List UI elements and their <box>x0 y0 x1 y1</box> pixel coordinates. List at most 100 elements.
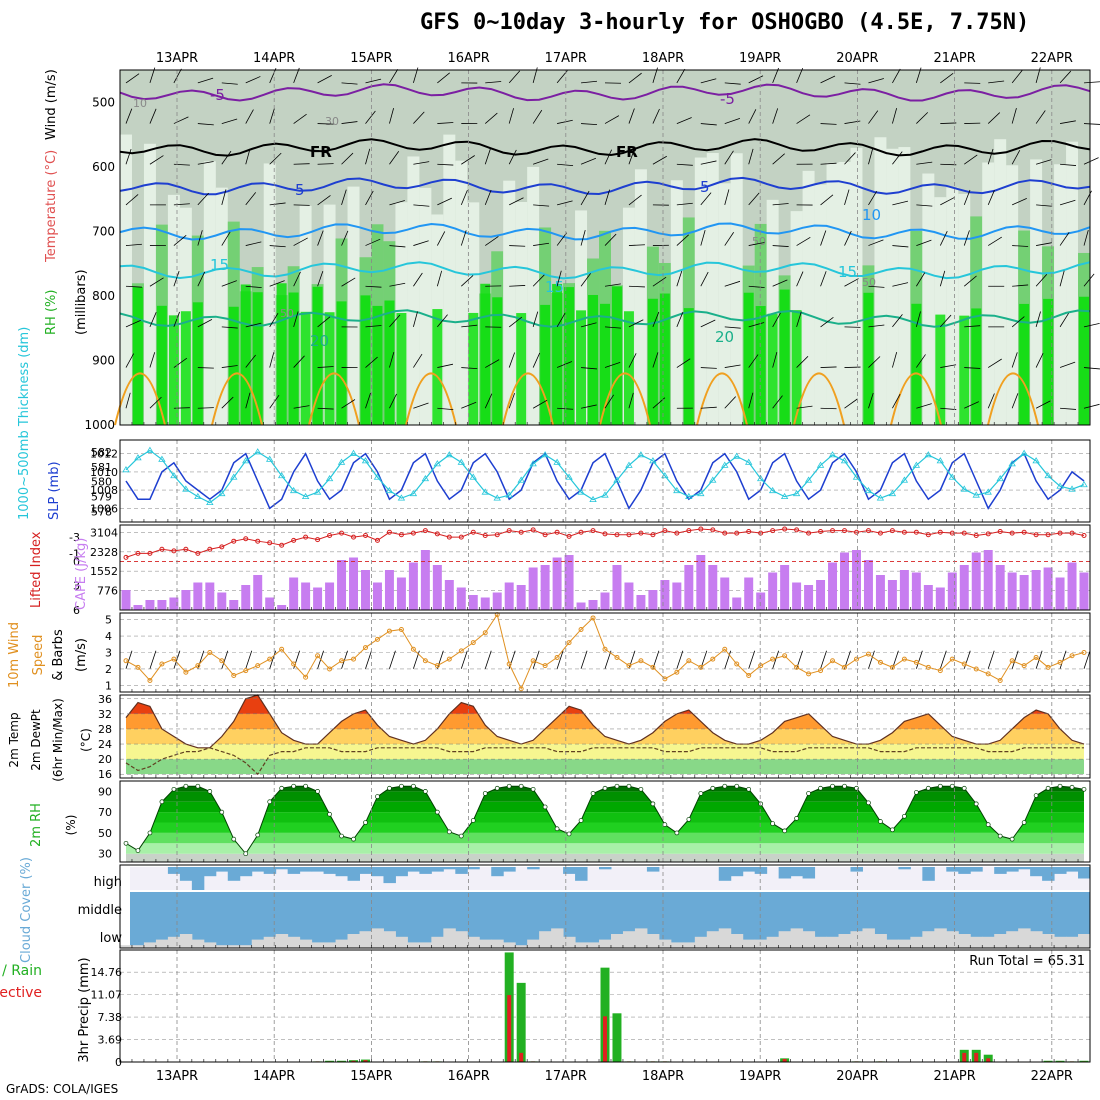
wind10-tick: 2 <box>105 663 112 676</box>
thickness-point <box>685 492 693 500</box>
wind-barb <box>580 190 590 206</box>
rh-high-column <box>360 295 371 425</box>
ylabel-cloud: Cloud Cover (%) <box>19 857 34 963</box>
rh-point <box>339 833 344 839</box>
cape-bar <box>612 565 622 610</box>
precip-tick: 11.07 <box>91 989 123 1002</box>
cape-bar <box>959 565 969 610</box>
panel-frame <box>119 612 1091 693</box>
precip-conv-bar <box>962 1052 967 1062</box>
cape-bar <box>169 597 179 610</box>
thickness-point <box>649 457 657 464</box>
wind10-point <box>410 646 416 652</box>
cloud-low-cell <box>335 939 349 948</box>
wind10-point <box>219 658 225 664</box>
wind10-point <box>638 658 644 664</box>
cloud-low-cell <box>1078 934 1091 948</box>
cape-bar <box>744 577 754 610</box>
wind-barb <box>556 312 566 328</box>
cloud-low-cell <box>754 939 768 948</box>
wind-barb <box>125 73 140 84</box>
rh-point <box>902 813 907 819</box>
wind-barb <box>748 242 765 246</box>
ylabel-slp: SLP (mb) <box>47 461 62 520</box>
cloud-low-cell <box>419 942 432 948</box>
wind-barb <box>1011 316 1025 328</box>
cloud-low-cell <box>179 934 193 948</box>
rh-column <box>886 148 899 425</box>
wind-barb <box>844 189 850 206</box>
wind10-point <box>339 658 345 664</box>
li-point <box>650 532 656 538</box>
rh-high-column <box>767 313 778 425</box>
surface-temp-contour <box>405 372 457 426</box>
wind-barb <box>676 234 689 246</box>
cloud-low-cell <box>359 931 372 948</box>
wind10-point <box>374 636 380 642</box>
cape-bar <box>145 600 155 610</box>
rh-column <box>347 186 360 425</box>
wind-barb <box>508 108 514 124</box>
cloud-high-cell <box>263 867 277 874</box>
wind-barb <box>844 278 859 287</box>
precip-conv-bar <box>986 1058 991 1062</box>
cloud-high-cell <box>527 867 540 870</box>
wind-barb <box>197 271 206 287</box>
wind-barb <box>341 82 358 85</box>
wind-barb <box>1035 353 1044 368</box>
wind-barb <box>461 324 478 328</box>
cloud-low-cell <box>1066 936 1079 948</box>
rh-column <box>814 184 827 425</box>
cloud-low-cell <box>299 939 313 948</box>
thickness-point <box>828 451 837 458</box>
rh-point <box>375 794 380 799</box>
cape-bar <box>468 595 478 610</box>
ylabel-li: Lifted Index <box>29 531 44 608</box>
wind-barb <box>556 270 562 287</box>
wind-barb <box>604 362 621 368</box>
wind-barb <box>628 353 637 368</box>
wind-barb <box>317 75 332 84</box>
wind-barb <box>628 194 642 206</box>
thickness-point <box>960 485 968 492</box>
cloud-high-cell <box>994 867 1007 874</box>
wind-barb <box>939 270 946 287</box>
cloud-high-cell <box>299 867 313 872</box>
li-point <box>267 540 273 546</box>
cloud-low-cell <box>215 945 229 948</box>
wind10-point <box>279 646 285 652</box>
wind-barb <box>365 392 371 409</box>
date-label-top: 17APR <box>545 51 587 66</box>
li-point <box>985 531 991 537</box>
li-point <box>303 534 309 540</box>
cloud-high-cell <box>503 867 516 872</box>
wind-barb <box>772 352 778 368</box>
wind-barb <box>389 150 400 165</box>
li-point <box>758 530 764 536</box>
rh-column <box>527 166 540 425</box>
rh-point <box>159 799 165 805</box>
wind-barb <box>700 123 717 126</box>
cloud-low-cell <box>1054 936 1067 948</box>
panel-frame <box>119 949 1091 1063</box>
wind-barb <box>628 285 645 288</box>
cloud-low-cell <box>227 945 241 948</box>
wind10-point <box>806 671 812 677</box>
li-line <box>125 528 1085 558</box>
li-tick: 0 <box>73 555 80 568</box>
cloud-high-cell <box>1018 867 1031 870</box>
wind-barb <box>580 157 597 165</box>
wind-barb <box>317 316 331 328</box>
cloud-low-cell <box>539 931 552 948</box>
wind-barb <box>915 311 921 327</box>
wind10-barb <box>436 650 444 669</box>
li-point <box>147 550 153 556</box>
wind-barb <box>1035 159 1052 165</box>
wind10-point <box>147 677 153 683</box>
wind10-barb <box>245 650 253 669</box>
rh-point <box>255 832 261 838</box>
rh-column <box>455 160 468 425</box>
wind10-barb <box>197 650 205 669</box>
rh-band <box>157 801 1085 813</box>
wind10-point <box>794 664 800 670</box>
